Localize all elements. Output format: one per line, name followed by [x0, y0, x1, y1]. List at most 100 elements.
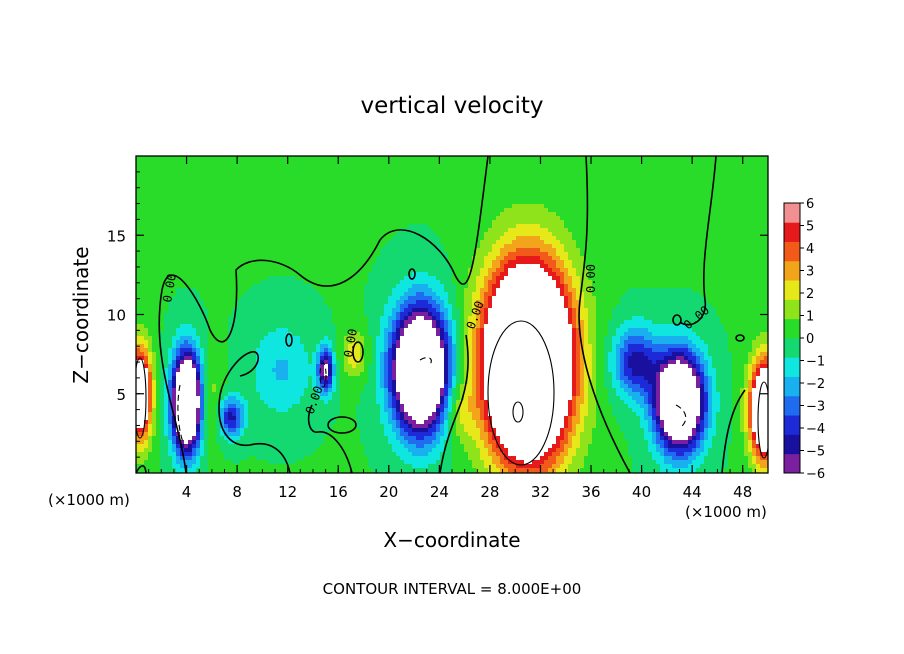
- field-cell: [544, 248, 549, 253]
- field-cell: [744, 180, 749, 185]
- field-cell: [588, 248, 593, 253]
- field-cell: [712, 184, 717, 189]
- field-cell: [488, 228, 493, 233]
- field-cell: [588, 164, 593, 169]
- field-cell: [312, 228, 317, 233]
- field-cell: [248, 184, 253, 189]
- field-cell: [292, 220, 297, 225]
- field-cell: [544, 164, 549, 169]
- field-cell: [356, 276, 361, 281]
- field-cell: [712, 216, 717, 221]
- field-cell: [612, 200, 617, 205]
- field-cell: [456, 200, 461, 205]
- field-cell: [700, 192, 705, 197]
- field-cell: [660, 168, 665, 173]
- field-cell: [608, 236, 613, 241]
- field-cell: [232, 240, 237, 245]
- field-cell: [500, 240, 505, 245]
- field-cell: [748, 156, 753, 161]
- field-cell: [352, 240, 357, 245]
- field-cell: [752, 164, 757, 169]
- field-cell: [284, 156, 289, 161]
- field-cell: [388, 184, 393, 189]
- field-cell: [740, 260, 745, 265]
- field-cell: [296, 256, 301, 261]
- field-cell: [432, 172, 437, 177]
- field-cell: [332, 196, 337, 201]
- field-cell: [176, 208, 181, 213]
- field-cell: [692, 200, 697, 205]
- field-cell: [436, 216, 441, 221]
- field-cell: [412, 172, 417, 177]
- field-cell: [208, 208, 213, 213]
- field-cell: [444, 156, 449, 161]
- field-cell: [604, 276, 609, 281]
- field-cell: [240, 180, 245, 185]
- field-cell: [644, 232, 649, 237]
- field-cell: [316, 188, 321, 193]
- field-cell: [428, 272, 433, 277]
- field-cell: [488, 252, 493, 257]
- field-cell: [312, 244, 317, 249]
- field-cell: [580, 236, 585, 241]
- field-cell: [272, 172, 277, 177]
- field-cell: [416, 204, 421, 209]
- field-cell: [140, 280, 145, 285]
- field-cell: [588, 188, 593, 193]
- field-cell: [640, 252, 645, 257]
- field-cell: [304, 236, 309, 241]
- field-cell: [508, 192, 513, 197]
- field-cell: [460, 212, 465, 217]
- field-cell: [672, 268, 677, 273]
- field-cell: [324, 272, 329, 277]
- field-cell: [680, 244, 685, 249]
- field-cell: [188, 228, 193, 233]
- field-cell: [548, 244, 553, 249]
- field-cell: [140, 172, 145, 177]
- field-cell: [568, 172, 573, 177]
- field-cell: [304, 260, 309, 265]
- field-cell: [396, 204, 401, 209]
- field-cell: [152, 280, 157, 285]
- field-cell: [388, 212, 393, 217]
- field-cell: [224, 280, 229, 285]
- field-cell: [648, 228, 653, 233]
- field-cell: [444, 216, 449, 221]
- field-cell: [472, 196, 477, 201]
- field-cell: [280, 228, 285, 233]
- field-cell: [316, 216, 321, 221]
- field-cell: [288, 268, 293, 273]
- field-cell: [208, 212, 213, 217]
- field-cell: [164, 224, 169, 229]
- field-cell: [188, 212, 193, 217]
- field-cell: [148, 168, 153, 173]
- field-cell: [700, 208, 705, 213]
- field-cell: [276, 184, 281, 189]
- field-cell: [600, 160, 605, 165]
- field-cell: [368, 184, 373, 189]
- field-cell: [468, 260, 473, 265]
- field-cell: [676, 184, 681, 189]
- field-cell: [676, 272, 681, 277]
- field-cell: [280, 268, 285, 273]
- field-cell: [264, 188, 269, 193]
- field-cell: [516, 256, 521, 261]
- field-cell: [152, 252, 157, 257]
- field-cell: [464, 196, 469, 201]
- field-cell: [232, 228, 237, 233]
- field-cell: [244, 216, 249, 221]
- field-cell: [524, 244, 529, 249]
- field-cell: [180, 184, 185, 189]
- field-cell: [356, 164, 361, 169]
- field-cell: [596, 224, 601, 229]
- field-cell: [196, 228, 201, 233]
- field-cell: [764, 232, 768, 237]
- field-cell: [312, 248, 317, 253]
- field-cell: [584, 200, 589, 205]
- field-cell: [488, 224, 493, 229]
- field-cell: [344, 244, 349, 249]
- field-cell: [200, 240, 205, 245]
- field-cell: [464, 184, 469, 189]
- field-cell: [504, 276, 509, 281]
- field-cell: [328, 224, 333, 229]
